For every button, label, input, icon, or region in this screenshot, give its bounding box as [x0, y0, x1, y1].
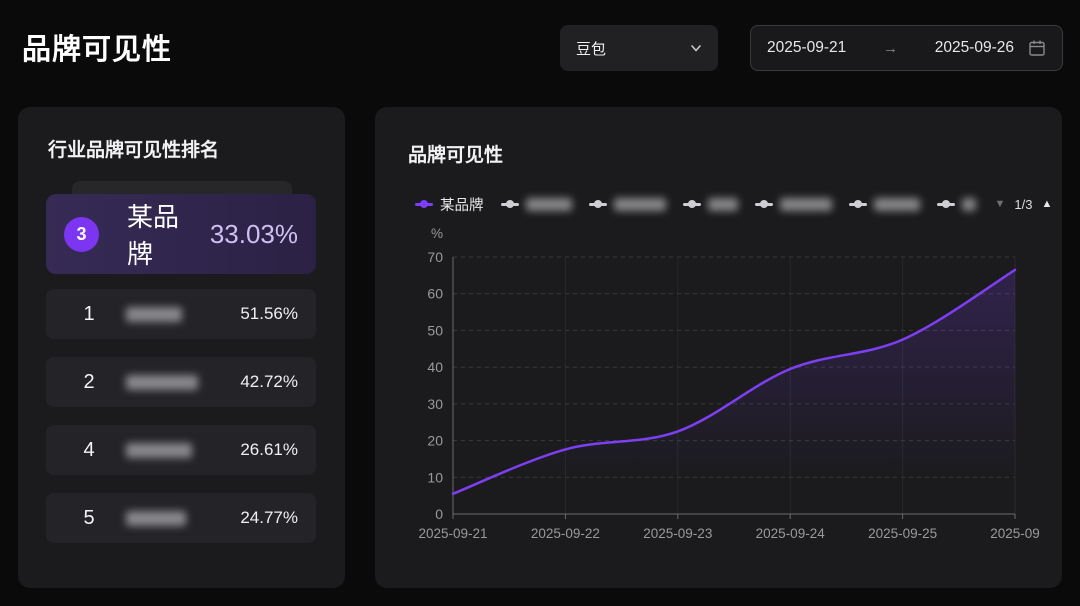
legend-page-indicator: 1/3	[1014, 196, 1033, 212]
highlighted-brand-card[interactable]: 3 某品牌 33.03%	[46, 194, 316, 274]
blurred-brand-name	[126, 374, 198, 390]
y-axis-tick-label: 10	[427, 469, 443, 485]
ranking-panel-title: 行业品牌可见性排名	[48, 140, 220, 161]
rank-number: 2	[83, 370, 95, 393]
date-range-picker[interactable]: 2025-09-21 → 2025-09-26	[750, 25, 1063, 71]
chart-panel: 品牌可见性 某品牌 ▼ 1/3 ▲ 0 10 20 30 40 50 60 70% 2025-09-2…	[375, 107, 1062, 588]
brand-visibility-value: 51.56%	[240, 304, 298, 323]
x-axis-tick-label: 2025-09-22	[531, 526, 600, 541]
legend-label: 某品牌	[440, 197, 484, 214]
arrow-right-icon: →	[883, 39, 898, 57]
blurred-legend-label	[779, 197, 832, 211]
model-select-value: 豆包	[576, 40, 607, 58]
date-end[interactable]: 2025-09-26	[934, 39, 1014, 56]
rank-number: 4	[83, 438, 95, 461]
line-chart[interactable]: 0 10 20 30 40 50 60 70% 2025-09-21 2025-09-22 2025…	[400, 218, 1060, 548]
y-axis-tick-label: 50	[427, 322, 443, 338]
brand-visibility-value: 42.72%	[240, 372, 298, 391]
line-series-icon	[682, 200, 701, 208]
series-area-fill	[453, 269, 1015, 514]
legend-item[interactable]	[500, 197, 572, 211]
y-axis-unit-label: %	[431, 226, 443, 241]
blurred-brand-name	[126, 510, 186, 526]
ranking-row[interactable]: 2 42.72%	[46, 357, 316, 407]
legend-pager: ▼ 1/3 ▲	[995, 197, 1053, 212]
x-axis-tick-label: 2025-09-21	[418, 526, 487, 541]
rank-badge: 3	[64, 216, 99, 252]
y-axis-tick-label: 60	[427, 286, 443, 302]
line-series-icon	[500, 200, 519, 208]
brand-visibility-value: 33.03%	[209, 218, 298, 249]
blurred-legend-label	[707, 197, 738, 211]
legend-item[interactable]: 某品牌	[415, 194, 484, 215]
chart-legend: 某品牌 ▼ 1/3 ▲	[415, 193, 1052, 215]
y-axis-tick-label: 40	[427, 359, 443, 375]
line-series-icon	[415, 200, 433, 208]
line-series-icon	[848, 200, 867, 208]
model-select[interactable]: 豆包	[560, 25, 718, 71]
blurred-legend-label	[961, 197, 976, 211]
brand-name: 某品牌	[127, 202, 180, 269]
chevron-down-icon	[691, 45, 701, 52]
ranking-list: 1 51.56% 2 42.72% 4 26.61% 5 24.77%	[46, 289, 316, 561]
page-title: 品牌可见性	[22, 34, 173, 66]
blurred-brand-name	[126, 442, 192, 458]
rank-number: 5	[83, 506, 95, 529]
legend-page-up-icon[interactable]: ▲	[1041, 198, 1053, 210]
legend-item[interactable]	[936, 197, 976, 211]
rank-number: 1	[83, 302, 95, 325]
brand-visibility-value: 26.61%	[240, 440, 298, 459]
line-series-icon	[588, 200, 607, 208]
y-axis-tick-label: 0	[435, 506, 443, 522]
blurred-brand-name	[126, 306, 182, 322]
x-axis-tick-label: 2025-09-23	[643, 526, 712, 541]
ranking-row[interactable]: 5 24.77%	[46, 493, 316, 543]
series-line	[451, 268, 1017, 496]
chart-panel-title: 品牌可见性	[408, 145, 504, 166]
legend-item[interactable]	[588, 197, 666, 211]
blurred-legend-label	[613, 197, 666, 211]
legend-item[interactable]	[682, 197, 738, 211]
line-series-icon	[754, 200, 773, 208]
legend-item[interactable]	[754, 197, 832, 211]
legend-item[interactable]	[848, 197, 920, 211]
ranking-row[interactable]: 1 51.56%	[46, 289, 316, 339]
ranking-panel: 行业品牌可见性排名 3 某品牌 33.03% 1 51.56% 2 42.72% 4 26…	[18, 107, 345, 588]
y-axis-tick-label: 20	[427, 433, 443, 449]
x-axis-tick-label: 2025-09-25	[868, 526, 937, 541]
x-axis-tick-label: 2025-09	[990, 526, 1040, 541]
ranking-row[interactable]: 4 26.61%	[46, 425, 316, 475]
y-axis-tick-label: 70	[427, 249, 443, 265]
x-axis-tick-label: 2025-09-24	[756, 526, 826, 541]
blurred-legend-label	[873, 197, 920, 211]
date-start[interactable]: 2025-09-21	[767, 39, 847, 56]
calendar-icon[interactable]	[1028, 39, 1046, 57]
y-axis-tick-label: 30	[427, 396, 443, 412]
legend-page-down-icon[interactable]: ▼	[994, 198, 1006, 210]
blurred-legend-label	[525, 197, 572, 211]
line-series-icon	[936, 200, 955, 208]
brand-visibility-value: 24.77%	[240, 508, 298, 527]
